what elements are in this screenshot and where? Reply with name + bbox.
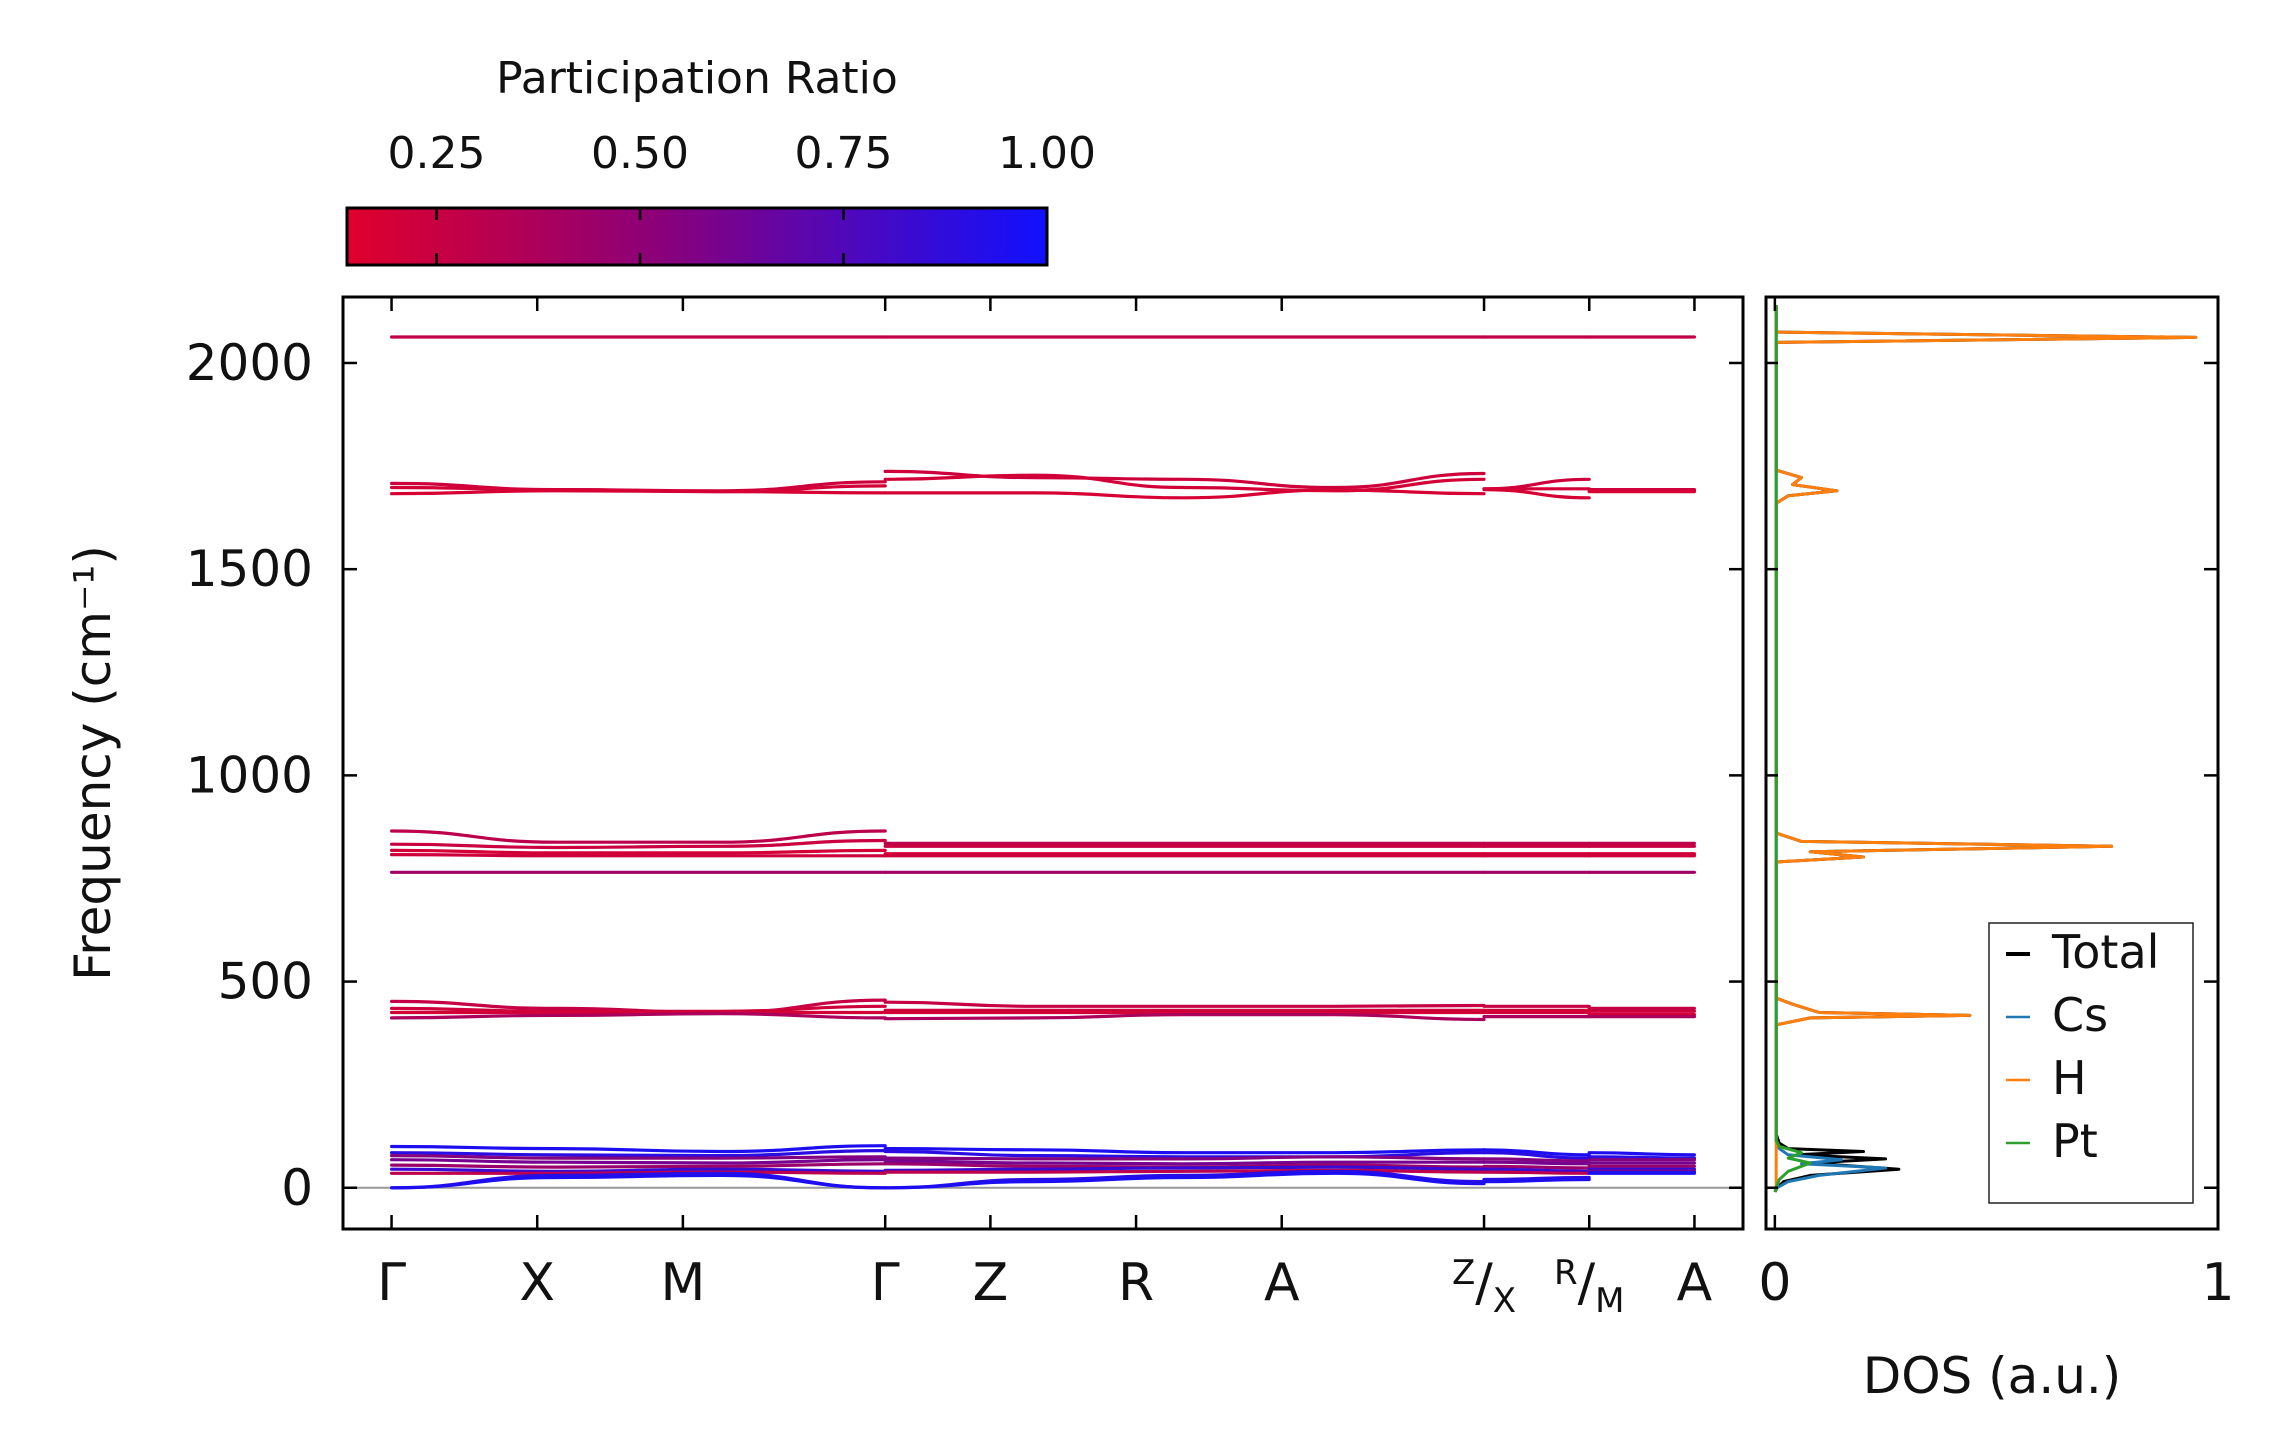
band-segment (390, 1167, 887, 1173)
band-segment (390, 853, 887, 858)
band-segment (390, 1012, 887, 1020)
band-segment (390, 1173, 887, 1190)
k-point-label: Z/X (1452, 1253, 1516, 1321)
frequency-axis-label: Frequency (cm⁻¹) (64, 545, 122, 981)
band-segment (390, 829, 887, 844)
band-H-wag-2 (390, 838, 1696, 850)
k-point-sub: X (1493, 1281, 1516, 1321)
k-point-label: R/M (1554, 1253, 1625, 1321)
band-segment (1482, 1151, 1591, 1160)
legend-label-total: Total (2051, 925, 2159, 979)
band-segment (390, 1149, 887, 1158)
k-point-label: Z (973, 1253, 1009, 1313)
k-point-label: M (660, 1253, 705, 1313)
dos-line-pt (1773, 305, 1812, 1193)
band-H-wag-3 (390, 848, 1696, 856)
band-segment (883, 1171, 1486, 1190)
band-segment (883, 473, 1486, 493)
k-point-slash: / (1475, 1253, 1493, 1313)
k-point-slash: / (1578, 1253, 1596, 1313)
dos-x-tick-label: 1 (2201, 1253, 2234, 1313)
band-segment (1587, 1155, 1696, 1160)
colorbar-tick-label: 0.75 (795, 128, 893, 179)
y-tick-label: 2000 (186, 334, 313, 392)
y-tick-label: 1000 (186, 746, 313, 804)
band-low-3 (390, 1154, 1696, 1163)
colorbar-gradient (345, 206, 1049, 267)
band-structure-frame (341, 295, 1745, 1231)
legend-frame (1988, 922, 2194, 1204)
k-point-label: R (1118, 1253, 1154, 1313)
colorbar-tick-label: 0.50 (591, 128, 689, 179)
y-tick-label: 0 (281, 1159, 313, 1217)
colorbar-title: Participation Ratio (496, 53, 898, 104)
band-segment (883, 1000, 1486, 1008)
band-segment (1482, 1170, 1591, 1175)
legend-label-pt: Pt (2052, 1114, 2098, 1168)
k-point-label: X (519, 1253, 555, 1313)
band-segment (1482, 1177, 1591, 1184)
dos-frame (1764, 295, 2220, 1231)
dos-panel: 0 1 DOS (a.u.) Total Cs H Pt (1758, 295, 2235, 1405)
colorbar-tick-label: 0.25 (388, 128, 486, 179)
band-H-mid-4 (390, 1012, 1696, 1022)
k-point-label: A (1264, 1253, 1300, 1313)
legend-label-h: H (2052, 1051, 2087, 1105)
band-H-bend-3 (390, 488, 1696, 500)
band-segment (390, 848, 887, 855)
k-point-label: Γ (377, 1253, 406, 1313)
colorbar-tick-label: 1.00 (998, 128, 1096, 179)
band-H-wag-4 (390, 853, 1696, 858)
band-segment (883, 1012, 1486, 1022)
band-segment (1482, 1175, 1591, 1182)
dos-line-cs (1773, 305, 1888, 1193)
band-segment (390, 1144, 887, 1154)
k-point-sup: R (1554, 1253, 1578, 1293)
band-H-mid-3 (390, 1010, 1696, 1017)
band-segment (1482, 1164, 1591, 1170)
band-segment (883, 1165, 1486, 1172)
dos-x-tick-label: 0 (1758, 1253, 1791, 1313)
band-segment (883, 469, 1486, 490)
band-segment (390, 1154, 887, 1160)
band-low-1 (390, 1144, 1696, 1157)
band-segment (883, 1147, 1486, 1155)
band-segment (883, 1159, 1486, 1166)
band-low-6 (390, 1165, 1696, 1173)
band-segment (390, 1158, 887, 1165)
k-point-sub: M (1595, 1281, 1624, 1321)
dos-axis-label: DOS (a.u.) (1863, 1347, 2122, 1405)
band-low-4 (390, 1158, 1696, 1166)
band-segment (390, 489, 887, 496)
band-segment (883, 1169, 1486, 1190)
band-segment (1587, 1151, 1696, 1157)
band-H-wag-1 (390, 829, 1696, 846)
band-segment (883, 488, 1486, 500)
band-segment (883, 1168, 1486, 1174)
band-segment (390, 1170, 887, 1175)
band-segment (390, 1004, 887, 1013)
y-tick-label: 1500 (186, 540, 313, 598)
k-point-sup: Z (1452, 1253, 1475, 1293)
band-segment (1482, 1167, 1591, 1173)
k-point-label: A (1677, 1253, 1713, 1313)
colorbar: Participation Ratio 0.25 0.50 0.75 1.00 (345, 53, 1096, 267)
y-tick-label: 500 (218, 953, 313, 1011)
k-point-label: Γ (871, 1253, 900, 1313)
band-segment (390, 1162, 887, 1169)
legend-label-cs: Cs (2052, 988, 2108, 1042)
dos-legend: Total Cs H Pt (1988, 922, 2194, 1204)
band-segment (1482, 1157, 1591, 1163)
band-segment (883, 1155, 1486, 1161)
band-segment (1482, 1160, 1591, 1166)
band-segment (1482, 488, 1591, 500)
band-segment (390, 838, 887, 850)
band-low-8 (390, 1169, 1696, 1190)
band-segment (1482, 1148, 1591, 1157)
band-low-9 (390, 1171, 1696, 1190)
